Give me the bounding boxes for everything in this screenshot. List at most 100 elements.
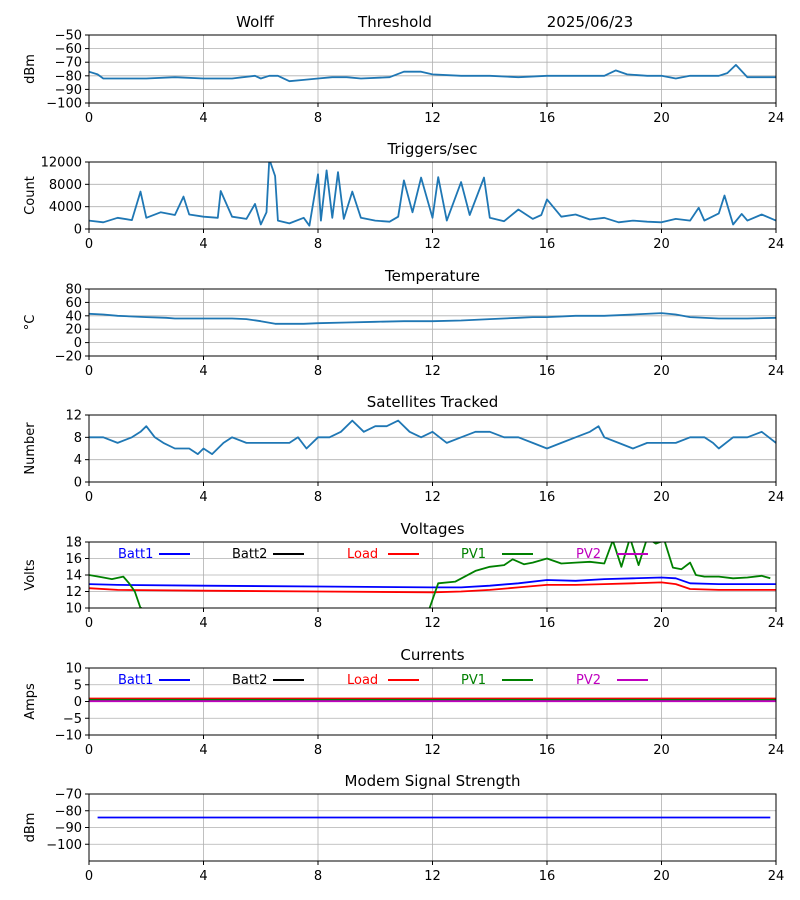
x-tick-label: 8 — [314, 869, 322, 884]
x-tick-label: 12 — [424, 743, 441, 758]
y-tick-label: −90 — [55, 821, 82, 836]
legend-label: PV2 — [576, 547, 601, 562]
panel-6: 0 4 8 12 16 20 24 −70−80 −90 −100 Modem Signal Str… — [23, 772, 784, 884]
header-mode: Threshold — [357, 13, 432, 31]
y-tick-label: 8 — [74, 431, 82, 446]
x-tick-label: 0 — [85, 111, 93, 126]
y-tick-label: 12 — [65, 585, 82, 600]
x-tick-label: 0 — [85, 364, 93, 379]
series-line-pv1 — [89, 542, 771, 608]
y-tick-label: −100 — [46, 838, 82, 853]
y-tick-label: 0 — [74, 336, 82, 351]
y-tick-label: 0 — [74, 695, 82, 710]
x-tick-label: 0 — [85, 490, 93, 505]
x-tick-label: 8 — [314, 743, 322, 758]
y-tick-label: 8000 — [49, 178, 82, 193]
x-tick-label: 20 — [653, 364, 670, 379]
y-tick-label: 14 — [65, 569, 82, 584]
x-tick-label: 16 — [539, 743, 556, 758]
legend-label: PV1 — [461, 673, 486, 688]
legend-label: Batt1 — [118, 673, 153, 688]
x-tick-label: 0 — [85, 743, 93, 758]
x-tick-label: 20 — [653, 490, 670, 505]
y-axis-label: Count — [23, 176, 38, 215]
x-tick-label: 0 — [85, 237, 93, 252]
x-tick-label: 24 — [768, 490, 785, 505]
y-axis-label: Amps — [23, 683, 38, 720]
y-axis-label: Number — [23, 422, 38, 475]
series-group — [89, 419, 776, 455]
y-tick-label: 40 — [65, 309, 82, 324]
series-line-load — [89, 581, 776, 594]
series-line — [89, 312, 776, 325]
y-tick-label: −100 — [46, 97, 82, 112]
x-tick-label: 24 — [768, 111, 785, 126]
x-tick-label: 12 — [424, 490, 441, 505]
series-group — [89, 64, 776, 83]
x-tick-label: 20 — [653, 237, 670, 252]
x-tick-label: 12 — [424, 111, 441, 126]
legend-label: Load — [347, 547, 378, 562]
header-date: 2025/06/23 — [547, 13, 633, 31]
x-tick-label: 4 — [199, 364, 207, 379]
x-tick-label: 8 — [314, 364, 322, 379]
y-tick-label: 0 — [74, 223, 82, 238]
y-axis-label: dBm — [23, 54, 38, 84]
y-tick-label: −80 — [55, 69, 82, 84]
series-group — [89, 162, 776, 227]
x-tick-label: 16 — [539, 237, 556, 252]
y-tick-label: −60 — [55, 42, 82, 57]
chart-title: Modem Signal Strength — [345, 772, 521, 790]
series-line — [89, 162, 776, 227]
y-tick-label: 16 — [65, 552, 82, 567]
x-tick-label: 4 — [199, 616, 207, 631]
x-tick-label: 4 — [199, 237, 207, 252]
x-tick-label: 16 — [539, 364, 556, 379]
y-tick-label: 0 — [74, 476, 82, 491]
header-station: Wolff — [236, 13, 274, 31]
x-tick-label: 16 — [539, 869, 556, 884]
series-group — [89, 697, 776, 703]
y-tick-label: −70 — [55, 788, 82, 803]
y-tick-label: 4000 — [49, 200, 82, 215]
legend-label: Batt2 — [232, 547, 267, 562]
x-tick-label: 20 — [653, 869, 670, 884]
x-tick-label: 8 — [314, 111, 322, 126]
panel-3: 0 4 8 12 16 20 24 12 8 4 0 Satellites Tracked Number — [23, 393, 784, 505]
legend-label: Batt1 — [118, 547, 153, 562]
y-tick-label: 60 — [65, 296, 82, 311]
x-tick-label: 24 — [768, 616, 785, 631]
x-tick-label: 8 — [314, 616, 322, 631]
x-tick-label: 4 — [199, 743, 207, 758]
y-tick-label: 10 — [65, 662, 82, 677]
panel-1: 0 4 8 12 16 20 24 12000 8000 4000 0 Triggers/sec Cou… — [23, 140, 784, 252]
chart-title: Triggers/sec — [387, 140, 478, 158]
y-tick-label: 5 — [74, 678, 82, 693]
x-tick-label: 24 — [768, 237, 785, 252]
x-tick-label: 0 — [85, 616, 93, 631]
y-tick-label: 12 — [65, 409, 82, 424]
x-tick-label: 0 — [85, 869, 93, 884]
y-tick-label: 80 — [65, 283, 82, 298]
chart-title: Currents — [400, 646, 464, 664]
x-tick-label: 4 — [199, 490, 207, 505]
y-tick-label: −70 — [55, 56, 82, 71]
y-axis-label: Volts — [23, 559, 38, 591]
y-tick-label: 4 — [74, 453, 82, 468]
y-tick-label: 10 — [65, 602, 82, 617]
x-tick-label: 16 — [539, 616, 556, 631]
x-tick-label: 16 — [539, 111, 556, 126]
x-tick-label: 4 — [199, 111, 207, 126]
panel-5: 0 4 8 12 16 20 24 105 0 −5 −10 Currents Amps Batt1 Bat… — [23, 646, 784, 758]
chart-title: Satellites Tracked — [367, 393, 498, 411]
series-line — [89, 419, 776, 455]
x-tick-label: 4 — [199, 869, 207, 884]
series-group — [89, 312, 776, 325]
x-tick-label: 24 — [768, 364, 785, 379]
legend-label: Batt2 — [232, 673, 267, 688]
chart-title: Temperature — [384, 267, 480, 285]
